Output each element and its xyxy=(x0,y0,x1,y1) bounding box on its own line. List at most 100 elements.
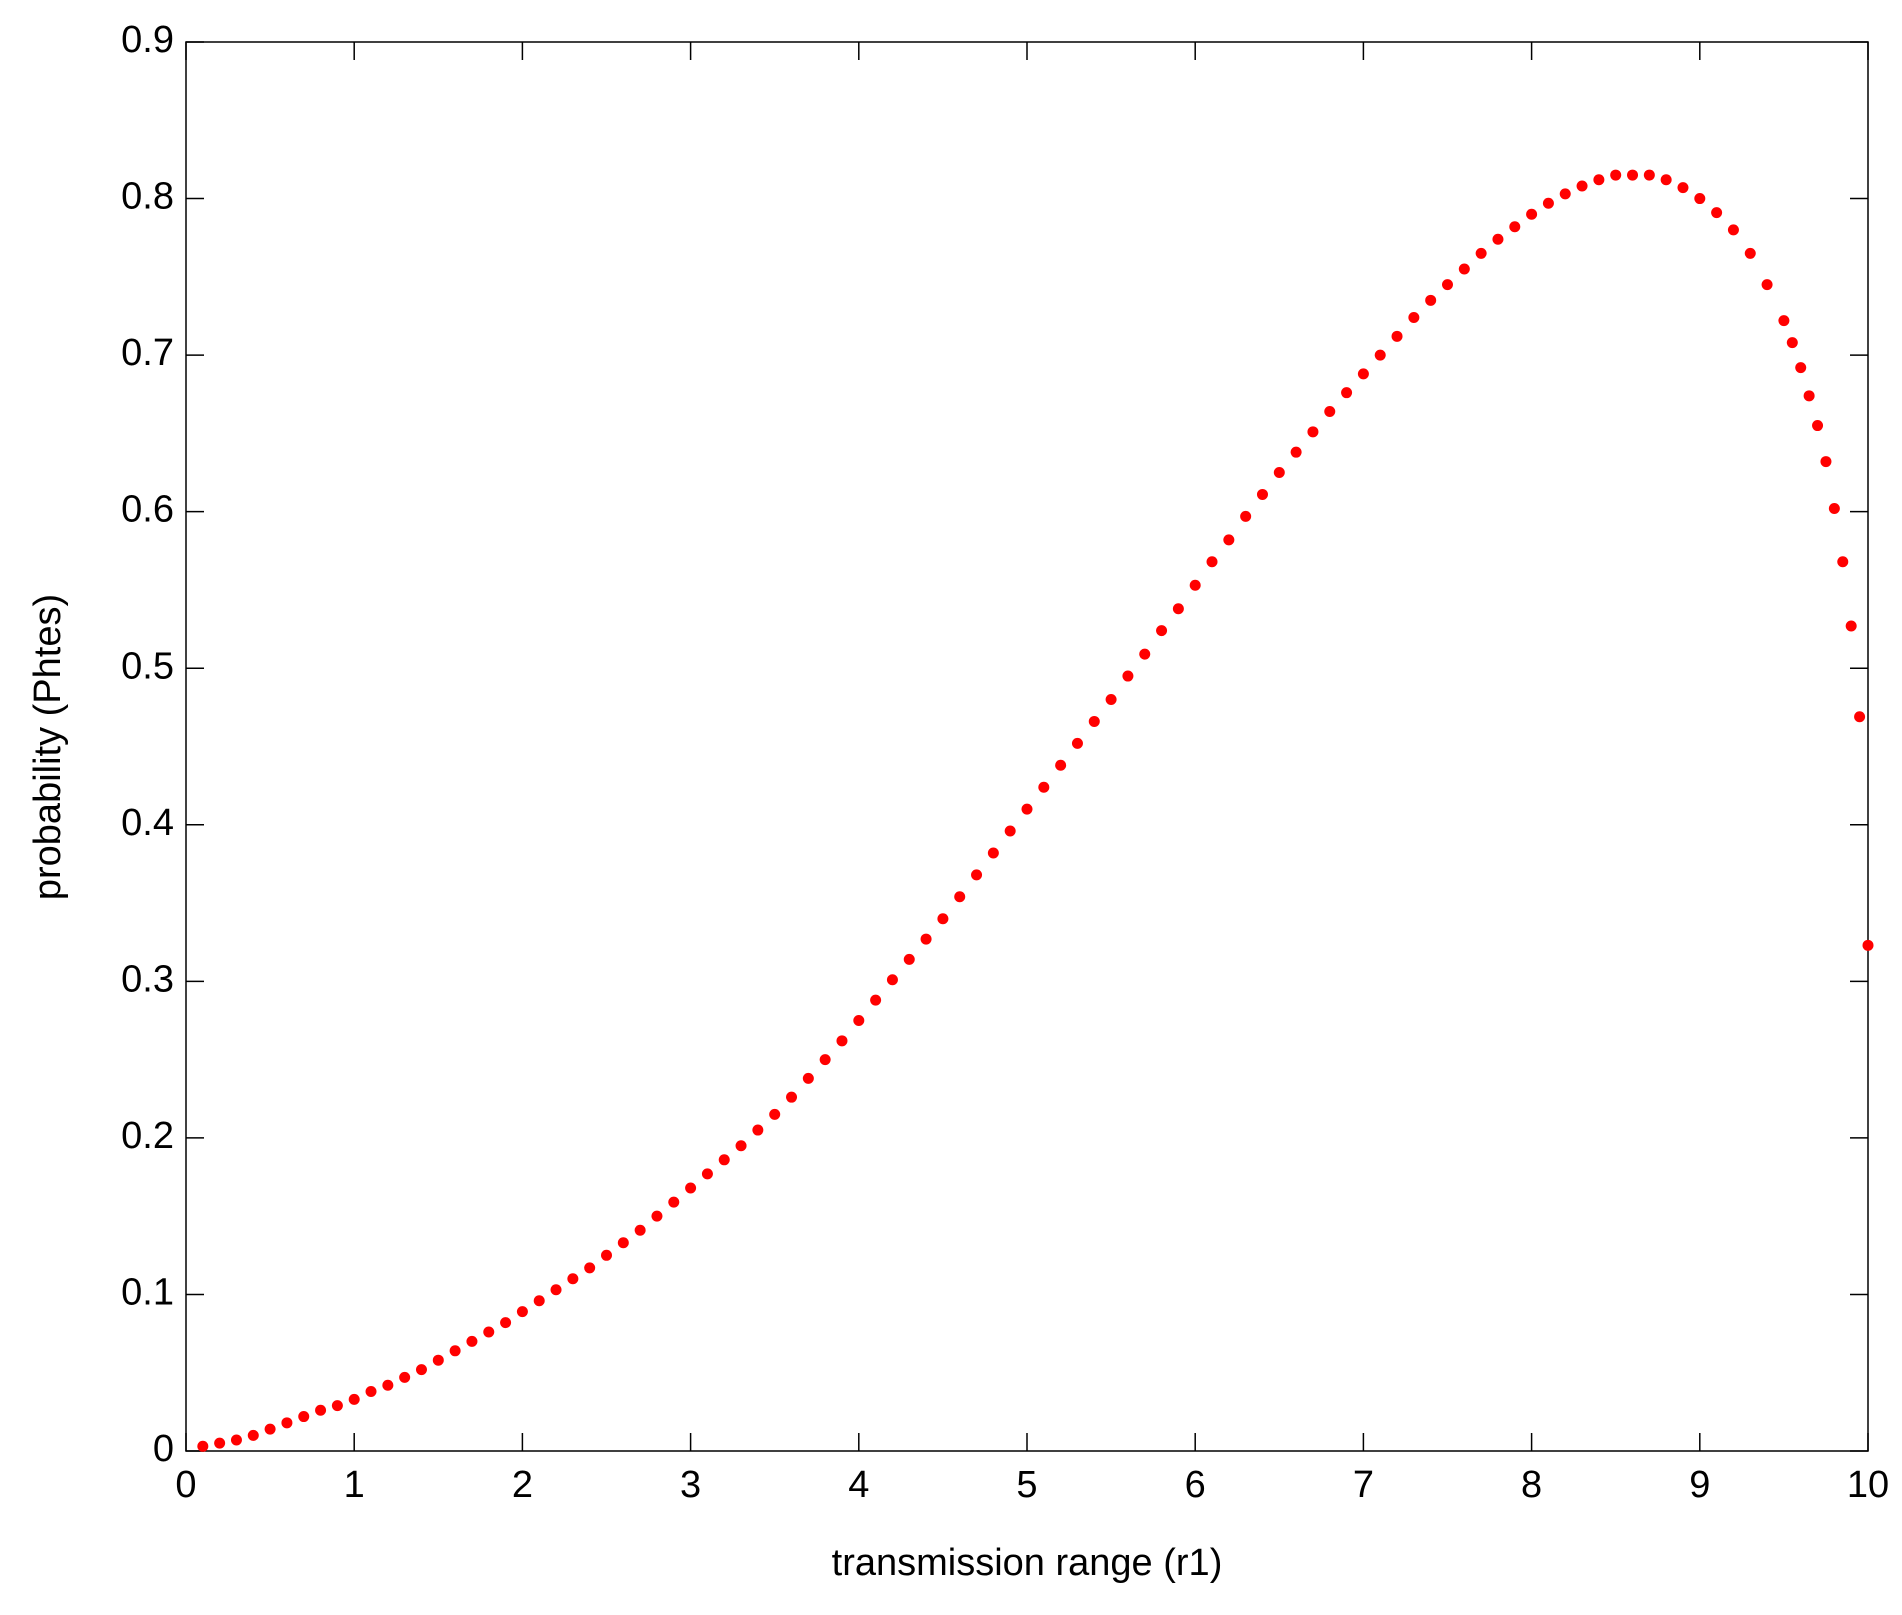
data-point xyxy=(281,1417,293,1429)
x-tick-label: 1 xyxy=(344,1464,365,1506)
x-tick-label: 3 xyxy=(680,1464,701,1506)
data-point xyxy=(1341,387,1353,399)
data-point xyxy=(230,1434,242,1446)
data-point xyxy=(1290,446,1302,458)
data-point xyxy=(870,994,882,1006)
data-point xyxy=(1492,233,1504,245)
data-point xyxy=(247,1429,259,1441)
data-point xyxy=(1643,169,1655,181)
data-point xyxy=(819,1054,831,1066)
data-point xyxy=(1122,670,1134,682)
data-point xyxy=(769,1108,781,1120)
data-point xyxy=(1677,182,1689,194)
data-point xyxy=(1475,247,1487,259)
data-point xyxy=(1105,694,1117,706)
data-point xyxy=(1408,312,1420,324)
x-tick-label: 2 xyxy=(512,1464,533,1506)
x-tick-label: 6 xyxy=(1185,1464,1206,1506)
data-point xyxy=(617,1237,629,1249)
y-tick-label: 0.5 xyxy=(121,645,174,687)
data-point xyxy=(432,1354,444,1366)
data-point xyxy=(1778,315,1790,327)
x-tick-label: 5 xyxy=(1016,1464,1037,1506)
data-point xyxy=(415,1364,427,1376)
data-point xyxy=(1223,534,1235,546)
data-point xyxy=(1509,221,1521,233)
x-tick-label: 9 xyxy=(1689,1464,1710,1506)
data-point xyxy=(533,1295,545,1307)
data-point xyxy=(197,1440,209,1452)
data-point xyxy=(718,1154,730,1166)
data-point xyxy=(1542,197,1554,209)
data-point xyxy=(315,1404,327,1416)
data-point xyxy=(1206,556,1218,568)
data-point xyxy=(1357,368,1369,380)
data-point xyxy=(331,1400,343,1412)
data-point xyxy=(786,1091,798,1103)
data-point xyxy=(987,847,999,859)
data-point xyxy=(903,953,915,965)
data-point xyxy=(1425,294,1437,306)
data-point xyxy=(1812,420,1824,432)
data-point xyxy=(954,891,966,903)
data-point xyxy=(735,1140,747,1152)
data-point xyxy=(264,1423,276,1435)
data-point xyxy=(1088,715,1100,727)
data-point xyxy=(1845,620,1857,632)
data-point xyxy=(937,913,949,925)
data-point xyxy=(1828,503,1840,515)
y-tick-label: 0.2 xyxy=(121,1115,174,1157)
data-point xyxy=(1004,825,1016,837)
x-tick-label: 0 xyxy=(175,1464,196,1506)
data-point xyxy=(920,933,932,945)
data-point xyxy=(1374,349,1386,361)
data-point xyxy=(1694,193,1706,205)
x-tick-label: 7 xyxy=(1353,1464,1374,1506)
data-point xyxy=(971,869,983,881)
data-point xyxy=(836,1035,848,1047)
data-point xyxy=(1391,330,1403,342)
data-point xyxy=(298,1411,310,1423)
data-point xyxy=(685,1182,697,1194)
data-point xyxy=(1862,939,1874,951)
data-point xyxy=(1139,648,1151,660)
data-point xyxy=(1803,390,1815,402)
y-tick-label: 0.3 xyxy=(121,958,174,1000)
data-point xyxy=(584,1262,596,1274)
data-point xyxy=(1627,169,1639,181)
y-tick-label: 0 xyxy=(153,1428,174,1470)
data-point xyxy=(1038,781,1050,793)
data-point xyxy=(466,1335,478,1347)
data-point xyxy=(1526,208,1538,220)
data-point xyxy=(1189,579,1201,591)
data-point xyxy=(668,1196,680,1208)
y-tick-label: 0.9 xyxy=(121,19,174,61)
data-point xyxy=(634,1224,646,1236)
y-tick-label: 0.7 xyxy=(121,332,174,374)
data-point xyxy=(1820,456,1832,468)
data-point xyxy=(449,1345,461,1357)
y-tick-label: 0.4 xyxy=(121,802,174,844)
data-point xyxy=(1256,488,1268,500)
data-point xyxy=(1795,362,1807,374)
data-point xyxy=(701,1168,713,1180)
data-point xyxy=(1442,279,1453,291)
data-point xyxy=(1761,279,1773,291)
data-point xyxy=(516,1306,528,1318)
data-point xyxy=(1273,467,1285,479)
y-tick-label: 0.6 xyxy=(121,489,174,531)
data-point xyxy=(1324,405,1336,417)
data-point xyxy=(853,1014,865,1026)
y-tick-label: 0.8 xyxy=(121,176,174,218)
data-point xyxy=(1055,759,1067,771)
data-point xyxy=(886,974,898,986)
data-point xyxy=(348,1393,360,1405)
plot-frame xyxy=(185,41,1869,1452)
data-point xyxy=(601,1249,612,1261)
data-point xyxy=(1786,337,1798,349)
x-axis-label: transmission range (r1) xyxy=(832,1542,1223,1584)
data-point xyxy=(399,1371,411,1383)
data-point xyxy=(1593,174,1605,186)
data-point xyxy=(1727,224,1739,236)
data-point xyxy=(1071,737,1083,749)
